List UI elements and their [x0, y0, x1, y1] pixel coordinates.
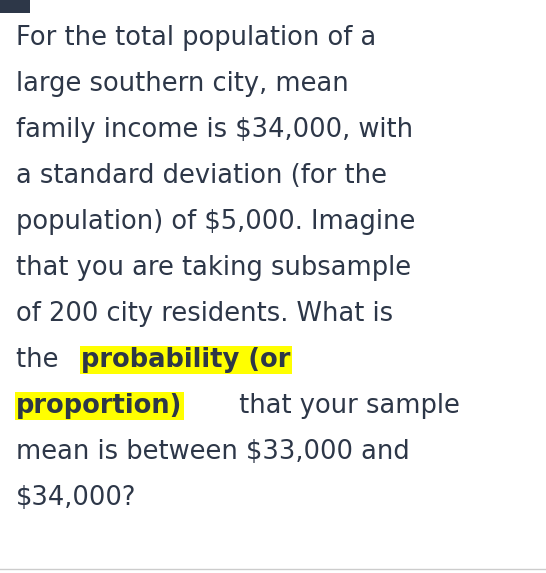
Text: $34,000?: $34,000?	[16, 485, 136, 511]
Bar	[0, 0, 30, 13]
Text: of 200 city residents. What is: of 200 city residents. What is	[16, 301, 393, 327]
Text: population) of $5,000. Imagine: population) of $5,000. Imagine	[16, 209, 416, 235]
Text: For the total population of a: For the total population of a	[16, 25, 376, 51]
Text: that you are taking subsample: that you are taking subsample	[16, 255, 411, 281]
Text: a standard deviation (for the: a standard deviation (for the	[16, 163, 387, 189]
Text: the: the	[16, 347, 67, 373]
Text: mean is between $33,000 and: mean is between $33,000 and	[16, 439, 410, 465]
Text: large southern city, mean: large southern city, mean	[16, 71, 349, 97]
Text: family income is $34,000, with: family income is $34,000, with	[16, 117, 413, 143]
Text: that your sample: that your sample	[230, 393, 460, 419]
Text: probability (or: probability (or	[81, 347, 290, 373]
Text: proportion): proportion)	[16, 393, 182, 419]
